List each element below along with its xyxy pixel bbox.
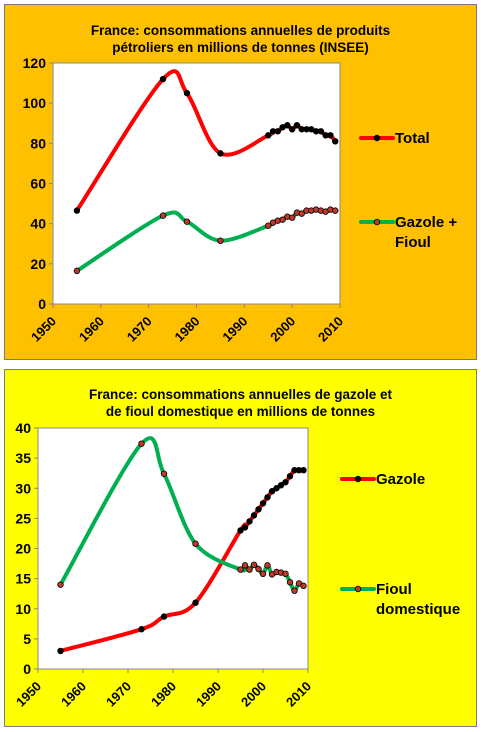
data-point	[217, 150, 224, 157]
data-point	[255, 565, 262, 573]
data-point	[274, 128, 282, 135]
data-point	[192, 599, 199, 606]
y-tick-label: 60	[30, 176, 46, 192]
legend-label-total: Total	[395, 130, 430, 147]
data-point	[273, 485, 280, 492]
legend-label-fioul-domestique: Fioul domestique	[376, 581, 461, 618]
data-point	[282, 479, 289, 486]
y-tick-label: 40	[15, 420, 31, 436]
y-tick-label: 10	[15, 601, 31, 617]
data-point	[57, 647, 64, 655]
data-point	[183, 89, 191, 97]
plot-area	[52, 62, 341, 305]
data-point	[288, 214, 296, 221]
x-tick-label: 1960	[76, 314, 107, 345]
data-point	[300, 582, 307, 590]
x-tick-label: 1950	[28, 314, 59, 345]
data-point	[138, 626, 145, 633]
y-tick-label: 80	[30, 135, 46, 151]
data-point	[237, 566, 244, 573]
data-point	[259, 570, 267, 578]
data-point	[192, 540, 199, 547]
data-point	[286, 579, 294, 586]
y-tick-label: 30	[15, 480, 31, 496]
x-tick-label: 2000	[267, 314, 298, 345]
data-point	[332, 207, 339, 214]
y-tick-label: 5	[23, 631, 31, 647]
chart-title: France: consommations annuelles de produ…	[90, 23, 391, 55]
data-point	[250, 512, 258, 519]
data-point	[73, 207, 81, 214]
line-chart: 0 5 10 15 20 25 30 35 40 1950 1960 1970 1980 1990 2000…	[13, 420, 376, 710]
chart-title: France: consommations annuelles de gazol…	[88, 387, 393, 419]
x-tick-label: 1990	[219, 314, 250, 345]
data-point	[265, 222, 272, 229]
data-point	[265, 132, 272, 139]
data-point	[250, 561, 258, 568]
data-point	[332, 138, 339, 145]
data-point	[293, 122, 301, 129]
data-point	[246, 566, 253, 573]
y-tick-label: 40	[30, 216, 46, 232]
data-point	[246, 518, 253, 525]
x-tick-label: 1990	[193, 679, 224, 710]
data-point	[286, 472, 294, 480]
y-tick-label: 35	[15, 450, 31, 466]
data-point	[327, 132, 334, 139]
x-tick-label: 2010	[315, 314, 346, 345]
y-tick-label: 25	[15, 510, 31, 526]
legend-marker	[354, 585, 362, 593]
data-point	[279, 216, 286, 223]
legend-label-gazole: Gazole	[376, 471, 426, 488]
data-point	[57, 581, 64, 588]
x-tick-label: 1980	[148, 679, 179, 710]
data-point	[159, 212, 167, 219]
data-point	[277, 482, 285, 489]
data-point	[183, 218, 191, 225]
data-point	[241, 524, 249, 531]
chart-panel-gazole-fioul: France: consommations annuelles de gazol…	[4, 369, 477, 727]
y-tick-label: 20	[15, 541, 31, 557]
data-point	[317, 128, 325, 135]
x-tick-label: 1980	[172, 314, 203, 345]
legend-label-gazole-fioul: Gazole + Fioul	[395, 214, 458, 251]
data-point	[255, 506, 262, 513]
data-point	[241, 562, 249, 569]
line-chart: 0 20 40 60 80 100 120 1950 1960 1970 1980 1990 2000 2…	[23, 55, 395, 345]
data-point	[237, 527, 244, 534]
data-point	[291, 587, 298, 594]
data-point	[159, 75, 167, 83]
data-point	[300, 466, 307, 474]
data-point	[160, 613, 168, 620]
data-point	[264, 494, 271, 501]
x-tick-label: 2000	[238, 679, 269, 710]
data-point	[284, 122, 291, 129]
data-point	[288, 126, 296, 133]
y-tick-label: 0	[23, 661, 31, 677]
data-point	[73, 267, 81, 275]
x-tick-label: 1970	[103, 679, 134, 710]
data-point	[298, 210, 305, 217]
legend-marker	[373, 218, 381, 226]
y-tick-label: 15	[15, 571, 31, 587]
data-point	[160, 470, 168, 477]
y-tick-label: 100	[23, 95, 47, 111]
x-tick-label: 1960	[58, 679, 89, 710]
x-tick-label: 1970	[124, 314, 155, 345]
y-tick-label: 0	[38, 296, 46, 312]
x-tick-label: 1950	[13, 679, 44, 710]
data-point	[264, 562, 271, 569]
legend-marker	[373, 134, 381, 142]
data-point	[268, 488, 276, 495]
data-point	[217, 237, 224, 244]
plot-area	[37, 427, 309, 670]
legend-marker	[354, 475, 362, 483]
chart-panel-petroleum: France: consommations annuelles de produ…	[4, 4, 477, 360]
data-point	[138, 440, 145, 447]
x-tick-label: 2010	[283, 679, 314, 710]
y-tick-label: 20	[30, 256, 46, 272]
y-tick-label: 120	[23, 55, 47, 71]
data-point	[259, 500, 267, 507]
data-point	[282, 570, 289, 578]
